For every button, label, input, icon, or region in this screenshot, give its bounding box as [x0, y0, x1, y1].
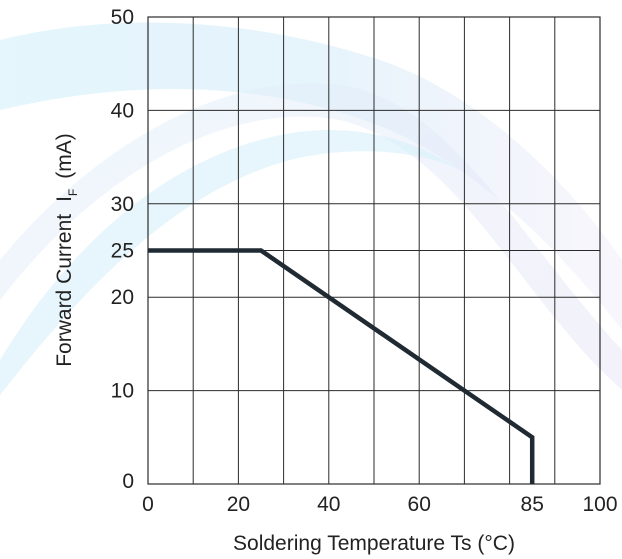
y-tick-label: 10 [111, 380, 134, 403]
x-tick-labels: 0 20 40 60 85 100 [142, 493, 617, 516]
y-tick-label: 30 [111, 193, 134, 216]
watermark-swoosh [0, 22, 622, 395]
y-tick-label: 40 [111, 99, 134, 122]
y-axis-title: Forward Current IF (mA) [53, 133, 80, 367]
y-tick-label: 25 [111, 240, 134, 263]
x-tick-label: 60 [408, 493, 431, 516]
y-tick-label: 0 [122, 470, 134, 493]
svg-text:Forward CurrentIF(mA): Forward Current IF (mA) [53, 133, 80, 367]
y-tick-labels: 0 10 20 25 30 40 50 [111, 6, 134, 493]
x-tick-label: 20 [227, 493, 250, 516]
y-axis-title-subscript: F [66, 189, 80, 196]
x-tick-label: 40 [317, 493, 340, 516]
x-axis-title: Soldering Temperature Ts (°C) [233, 532, 515, 555]
y-axis-title-main: Forward Current [53, 214, 76, 367]
y-axis-title-unit: (mA) [53, 133, 76, 179]
x-tick-label: 85 [521, 493, 544, 516]
y-axis-title-symbol: I [53, 196, 76, 202]
series-layer [148, 248, 535, 484]
series-line [148, 248, 535, 484]
x-tick-label: 100 [582, 493, 617, 516]
y-tick-label: 50 [111, 6, 134, 29]
x-tick-label: 0 [142, 493, 154, 516]
y-tick-label: 20 [111, 286, 134, 309]
